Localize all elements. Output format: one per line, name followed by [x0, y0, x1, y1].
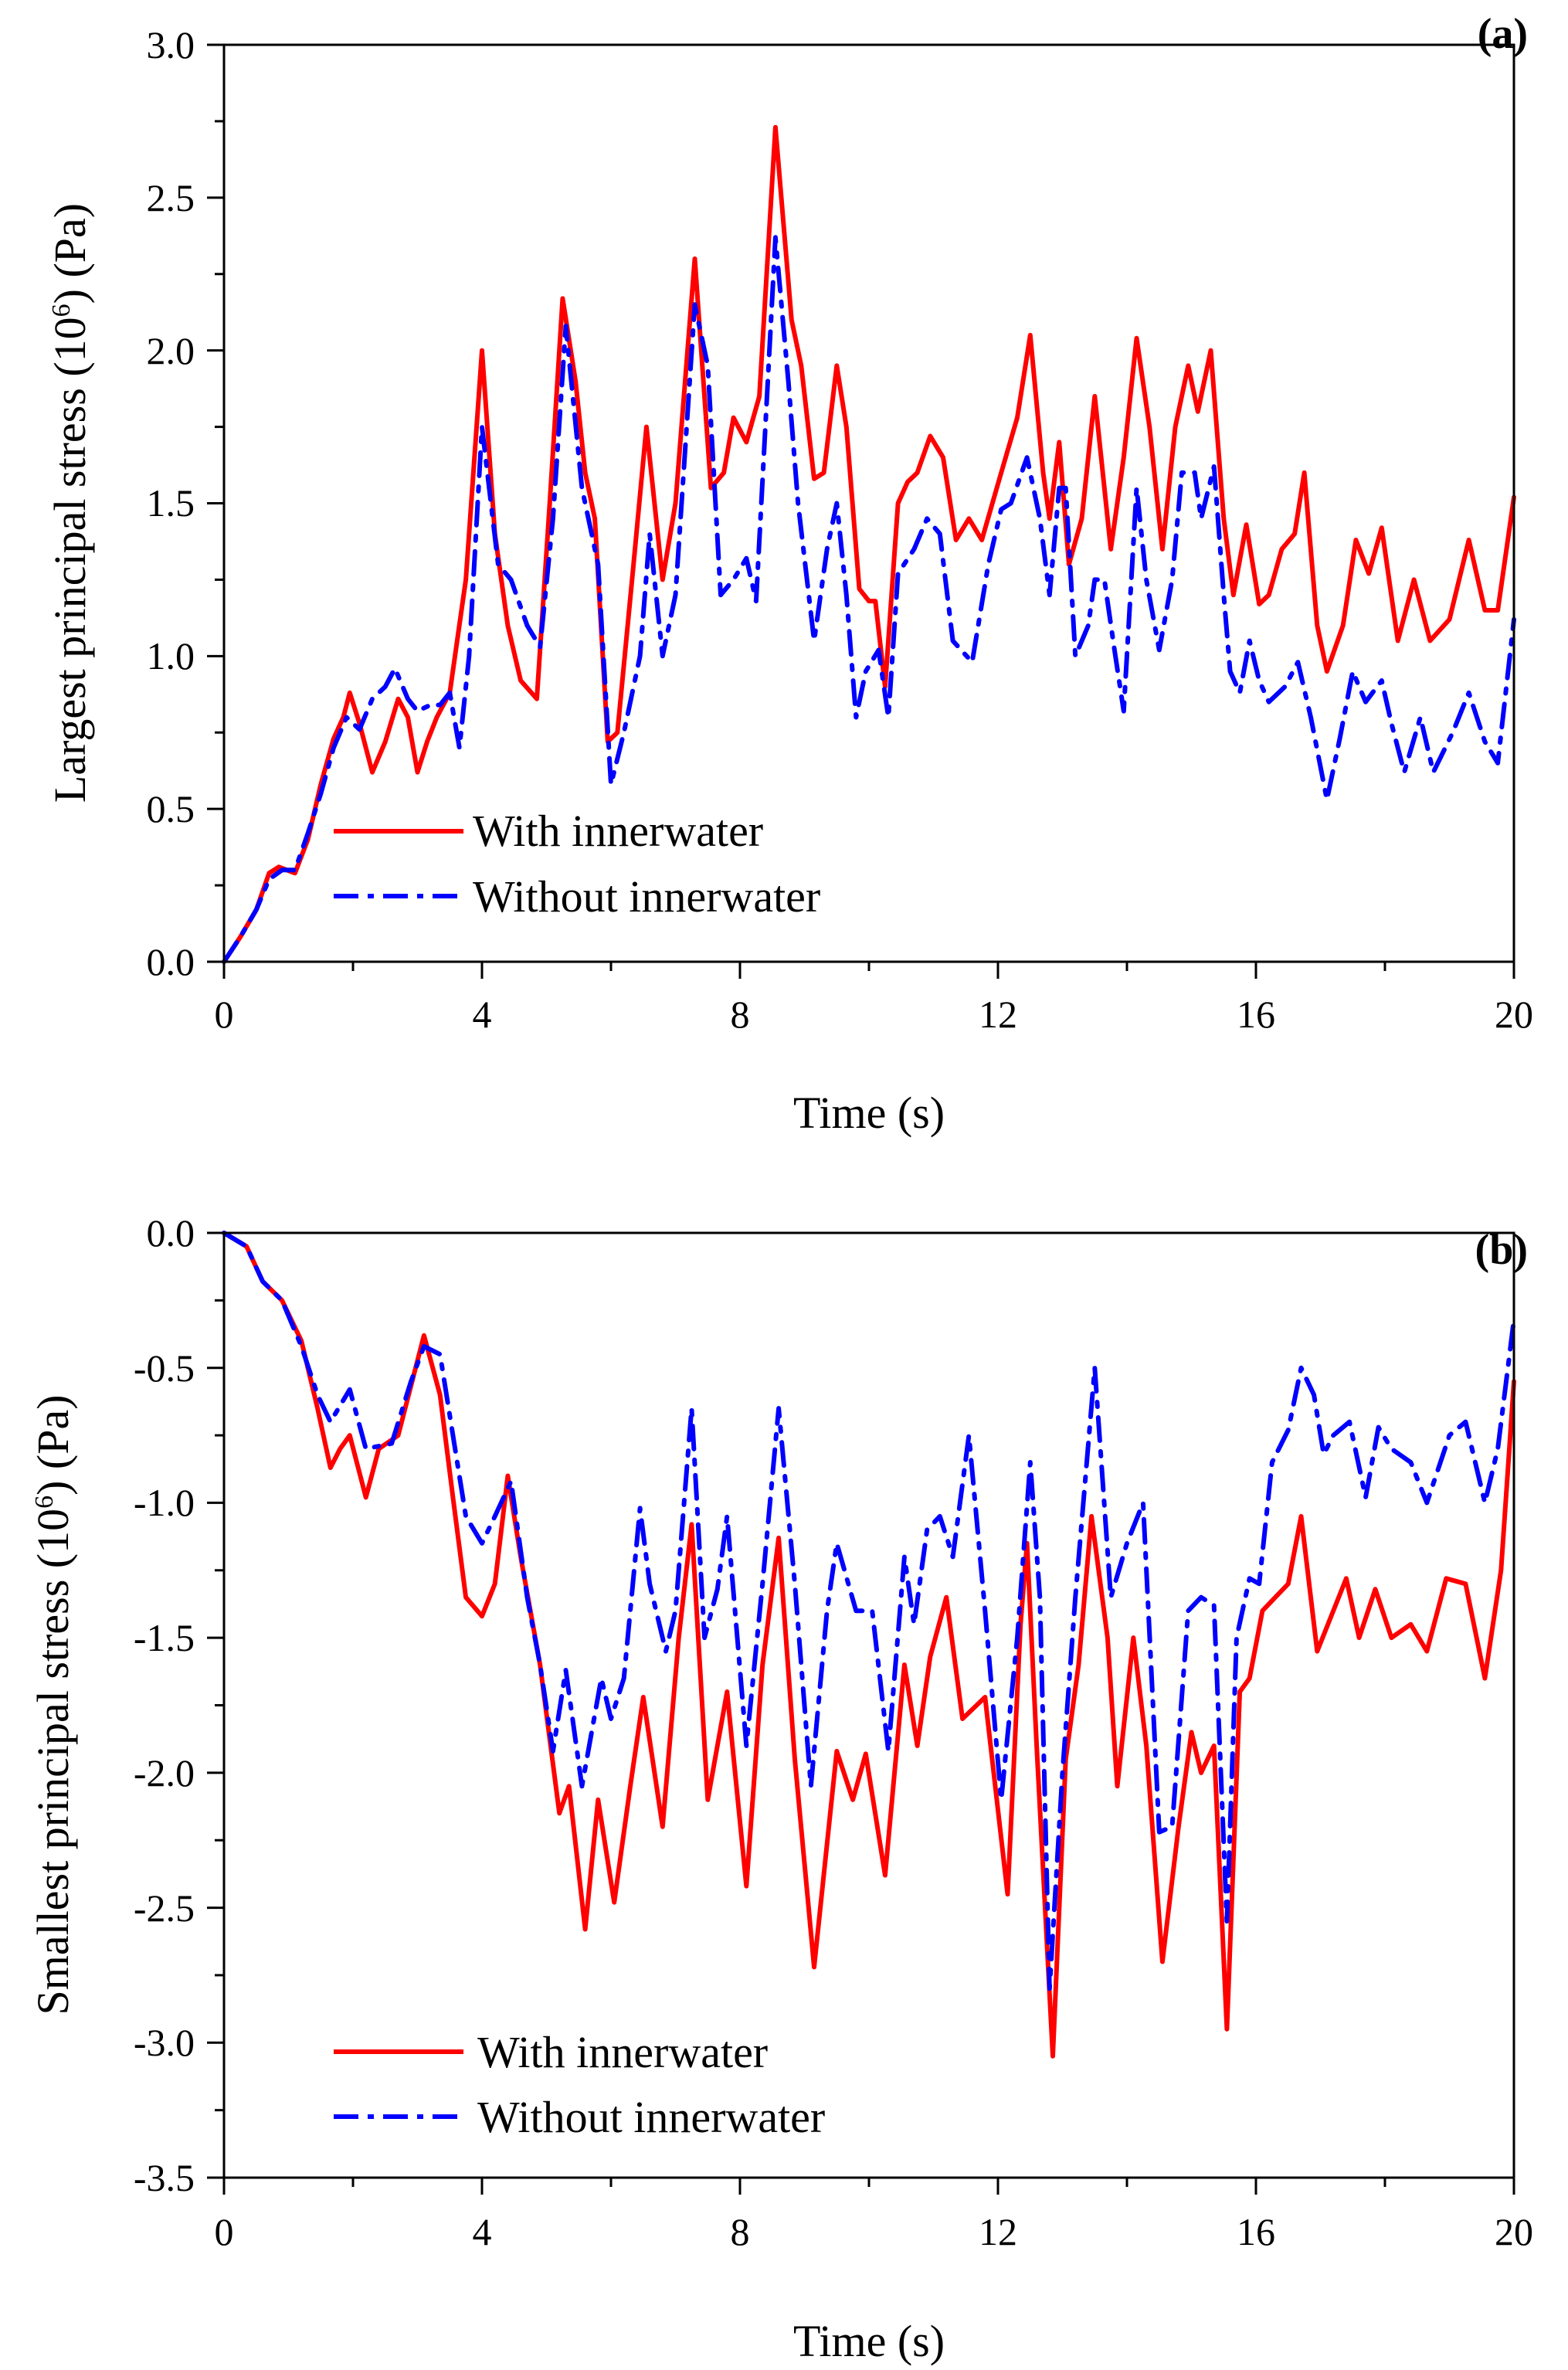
panel-b-yaxis-title-unit: ) (Pa) [28, 1394, 78, 1495]
panel-a-ytick-label: 0.0 [147, 940, 195, 983]
panel-a-legend-label-without: Without innerwater [473, 871, 820, 922]
panel-a-ytick-labels: 0.0 0.5 1.0 1.5 2.0 2.5 3.0 [147, 23, 195, 983]
panel-a-ytick-label: 1.5 [147, 481, 195, 525]
panel-b-ytick-label: -1.5 [134, 1616, 195, 1659]
panel-b: 0 4 8 12 16 20 0.0 -0.5 -1.0 -1.5 -2.0 -… [28, 1211, 1533, 2366]
panel-a-yaxis-title-exponent: 6 [47, 304, 76, 317]
panel-b-frame [222, 1231, 1515, 2179]
panel-a-ytick-label: 3.0 [147, 23, 195, 66]
panel-b-xtick-label: 4 [473, 2210, 492, 2253]
panel-b-xtick-label: 20 [1495, 2210, 1533, 2253]
panel-b-legend-label-without: Without innerwater [477, 2092, 825, 2142]
panel-a-ytick-label: 0.5 [147, 787, 195, 830]
panel-a-yaxis-title-main: Largest principal stress (10 [45, 317, 95, 803]
panel-b-ytick-label: -0.5 [134, 1346, 195, 1390]
panel-a: 0 4 8 12 16 20 0.0 0.5 1.0 1.5 2.0 2.5 3… [45, 10, 1533, 1138]
panel-b-ticks [207, 1231, 1515, 2195]
panel-a-legend: With innerwater Without innerwater [334, 806, 820, 922]
panel-b-xtick-label: 16 [1237, 2210, 1275, 2253]
panel-b-ytick-labels: 0.0 -0.5 -1.0 -1.5 -2.0 -2.5 -3.0 -3.5 [134, 1211, 195, 2199]
panel-a-yaxis-title: Largest principal stress (106) (Pa) [45, 203, 95, 803]
panel-b-yaxis-title-exponent: 6 [30, 1496, 59, 1509]
panel-b-ytick-label: 0.0 [147, 1211, 195, 1255]
panel-a-xtick-label: 4 [473, 993, 492, 1036]
panel-b-ytick-label: -2.0 [134, 1751, 195, 1794]
panel-a-xtick-label: 16 [1237, 993, 1275, 1036]
panel-b-ytick-label: -1.0 [134, 1481, 195, 1524]
panel-a-ytick-label: 2.5 [147, 176, 195, 219]
panel-b-series [222, 1231, 1516, 2059]
panel-b-yaxis-title-main: Smallest principal stress (10 [28, 1509, 78, 2015]
panel-a-xtick-labels: 0 4 8 12 16 20 [215, 993, 1534, 1036]
panel-a-label: (a) [1478, 10, 1528, 58]
panel-a-yaxis-title-unit: ) (Pa) [45, 203, 95, 304]
panel-a-xtick-label: 20 [1495, 993, 1533, 1036]
panel-b-ytick-label: -2.5 [134, 1886, 195, 1930]
panel-a-xaxis-title: Time (s) [793, 1088, 945, 1138]
panel-b-xaxis-title: Time (s) [793, 2316, 945, 2366]
panel-b-label: (b) [1475, 1226, 1528, 1274]
panel-b-legend-label-with: With innerwater [477, 2027, 768, 2077]
panel-b-xtick-labels: 0 4 8 12 16 20 [215, 2210, 1534, 2253]
panel-a-series-without-innerwater [222, 235, 1516, 964]
panel-a-series-with-innerwater [222, 124, 1516, 964]
panel-b-ytick-label: -3.5 [134, 2156, 195, 2199]
panel-a-ticks [207, 43, 1515, 979]
panel-b-xtick-label: 12 [979, 2210, 1017, 2253]
panel-b-yaxis-title: Smallest principal stress (106) (Pa) [28, 1394, 78, 2015]
panel-a-series [222, 124, 1516, 964]
panel-b-series-with-innerwater [222, 1231, 1516, 2059]
panel-b-xtick-label: 0 [215, 2210, 234, 2253]
panel-a-frame [222, 43, 1515, 963]
panel-b-legend: With innerwater Without innerwater [334, 2027, 825, 2142]
panel-a-legend-label-with: With innerwater [473, 806, 763, 856]
panel-a-ytick-label: 2.0 [147, 329, 195, 372]
panel-a-xtick-label: 8 [731, 993, 750, 1036]
panel-b-ytick-label: -3.0 [134, 2021, 195, 2064]
panel-a-ytick-label: 1.0 [147, 634, 195, 677]
panel-b-xtick-label: 8 [731, 2210, 750, 2253]
panel-a-xtick-label: 12 [979, 993, 1017, 1036]
panel-b-series-without-innerwater [222, 1231, 1516, 1991]
panel-a-xtick-label: 0 [215, 993, 234, 1036]
